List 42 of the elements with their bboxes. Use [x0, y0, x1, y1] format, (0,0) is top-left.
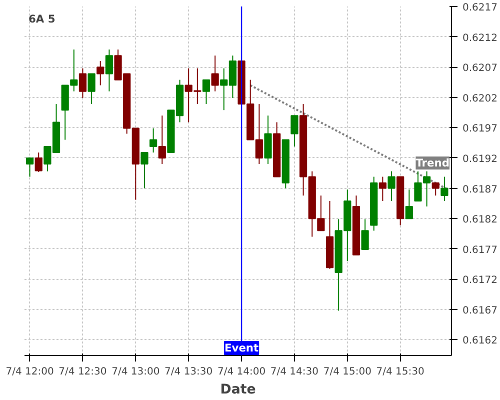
candlestick [158, 115, 166, 165]
x-tick-label: 7/4 13:30 [164, 366, 213, 378]
candlestick [78, 68, 87, 98]
x-tick-label: 7/4 13:00 [112, 366, 160, 378]
x-tick-label: 7/4 14:30 [270, 366, 319, 378]
candlestick [378, 176, 386, 202]
candlestick [211, 55, 219, 92]
candlestick [290, 115, 298, 147]
y-tick-label: 0.6187 [462, 184, 498, 196]
y-tick-label: 0.6177 [462, 244, 498, 256]
y-tick-label: 0.6172 [462, 275, 498, 286]
candlestick [105, 49, 114, 92]
x-tick-label: 7/4 15:00 [323, 366, 372, 378]
candlestick [149, 128, 158, 154]
y-tick-label: 0.6167 [462, 305, 498, 316]
x-tick-label: 7/4 14:00 [217, 366, 266, 378]
x-tick-label: 7/4 12:00 [6, 366, 54, 378]
y-tick-label: 0.6192 [462, 154, 498, 165]
candlestick [440, 176, 448, 202]
y-tick-label: 0.6212 [462, 32, 498, 44]
y-tick-label: 0.6182 [462, 214, 498, 226]
candlestick [34, 152, 42, 172]
x-axis-title: Date [220, 382, 256, 398]
y-tick-label: 0.6202 [462, 93, 498, 104]
x-tick-label: 7/4 15:30 [376, 366, 424, 378]
text: 6A 5 [28, 12, 56, 26]
candlestick [202, 79, 210, 105]
candlestick [405, 188, 413, 220]
candlestick [26, 157, 34, 178]
y-tick-label: 0.6207 [462, 63, 498, 74]
ref-line-label: Event [224, 342, 259, 354]
candlestick [361, 218, 369, 250]
candlestick [140, 152, 148, 189]
candlestick [96, 60, 104, 86]
y-tick-label: 0.6217 [462, 2, 498, 14]
candlestick [432, 182, 440, 196]
candlestick [88, 73, 96, 105]
y-tick-label: 0.6197 [462, 124, 498, 135]
series-label: Trend [416, 156, 450, 170]
candlestick [388, 170, 396, 202]
x-tick-label: 7/4 12:30 [58, 366, 107, 378]
y-tick-label: 0.6162 [462, 336, 498, 347]
